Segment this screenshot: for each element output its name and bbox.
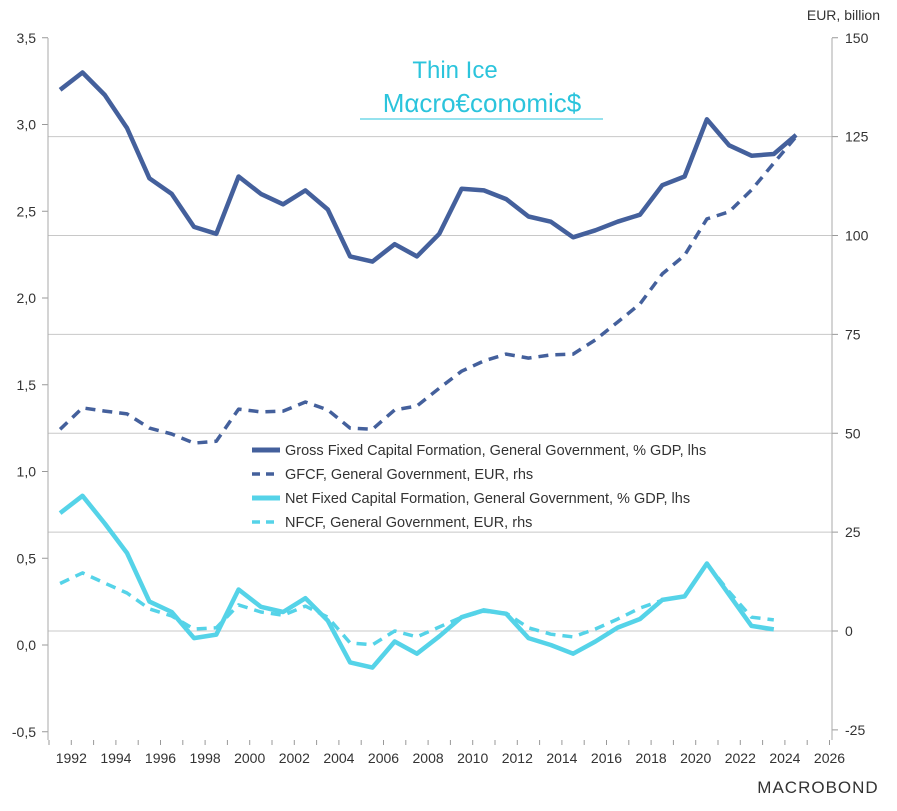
thin-ice-logo: Thin Ice Mαcro€conomic$: [360, 57, 603, 120]
x-tick-label: 2006: [368, 750, 399, 766]
x-tick-label: 2008: [413, 750, 444, 766]
left-tick-label: 0,5: [17, 550, 37, 566]
series-line-3: [58, 493, 775, 670]
right-tick-label: -25: [845, 722, 865, 738]
legend-label: GFCF, General Government, EUR, rhs: [285, 467, 533, 483]
legend-label: Gross Fixed Capital Formation, General G…: [285, 443, 706, 459]
legend-label: NFCF, General Government, EUR, rhs: [285, 515, 532, 531]
x-tick-label: 2022: [725, 750, 756, 766]
x-tick-label: 2004: [323, 750, 354, 766]
left-tick-label: -0,5: [12, 724, 36, 740]
x-tick-label: 1992: [56, 750, 87, 766]
left-tick-label: 3,5: [17, 30, 37, 46]
x-tick-label: 2020: [680, 750, 711, 766]
x-tick-label: 2002: [279, 750, 310, 766]
series-line-1: [58, 70, 798, 264]
left-tick-label: 0,0: [17, 637, 37, 653]
x-tick-label: 2010: [457, 750, 488, 766]
x-tick-label: 2000: [234, 750, 265, 766]
right-tick-label: 50: [845, 425, 861, 441]
logo-line2: Mαcro€conomic$: [383, 88, 582, 118]
x-tick-label: 2012: [502, 750, 533, 766]
left-tick-label: 1,5: [17, 377, 37, 393]
right-tick-label: 75: [845, 326, 861, 342]
x-tick-label: 2024: [769, 750, 800, 766]
right-tick-label: 150: [845, 30, 869, 46]
left-tick-label: 1,0: [17, 464, 37, 480]
right-axis-unit: EUR, billion: [807, 7, 880, 23]
x-tick-label: 2014: [546, 750, 577, 766]
x-tick-label: 1998: [190, 750, 221, 766]
right-tick-label: 125: [845, 129, 869, 145]
x-tick-label: 2018: [636, 750, 667, 766]
right-tick-label: 25: [845, 524, 861, 540]
series-line-4: [59, 562, 775, 647]
logo-line1: Thin Ice: [412, 57, 497, 84]
legend-label: Net Fixed Capital Formation, General Gov…: [285, 491, 690, 507]
left-tick-label: 2,0: [17, 290, 37, 306]
left-tick-label: 3,0: [17, 117, 37, 133]
series-line-2: [58, 135, 798, 445]
x-tick-label: 2026: [814, 750, 845, 766]
right-tick-label: 0: [845, 623, 853, 639]
macrobond-logo: MACROBOND: [757, 778, 878, 797]
x-tick-label: 1996: [145, 750, 176, 766]
left-tick-label: 2,5: [17, 203, 37, 219]
x-tick-label: 2016: [591, 750, 622, 766]
right-tick-label: 100: [845, 228, 869, 244]
x-tick-label: 1994: [100, 750, 131, 766]
